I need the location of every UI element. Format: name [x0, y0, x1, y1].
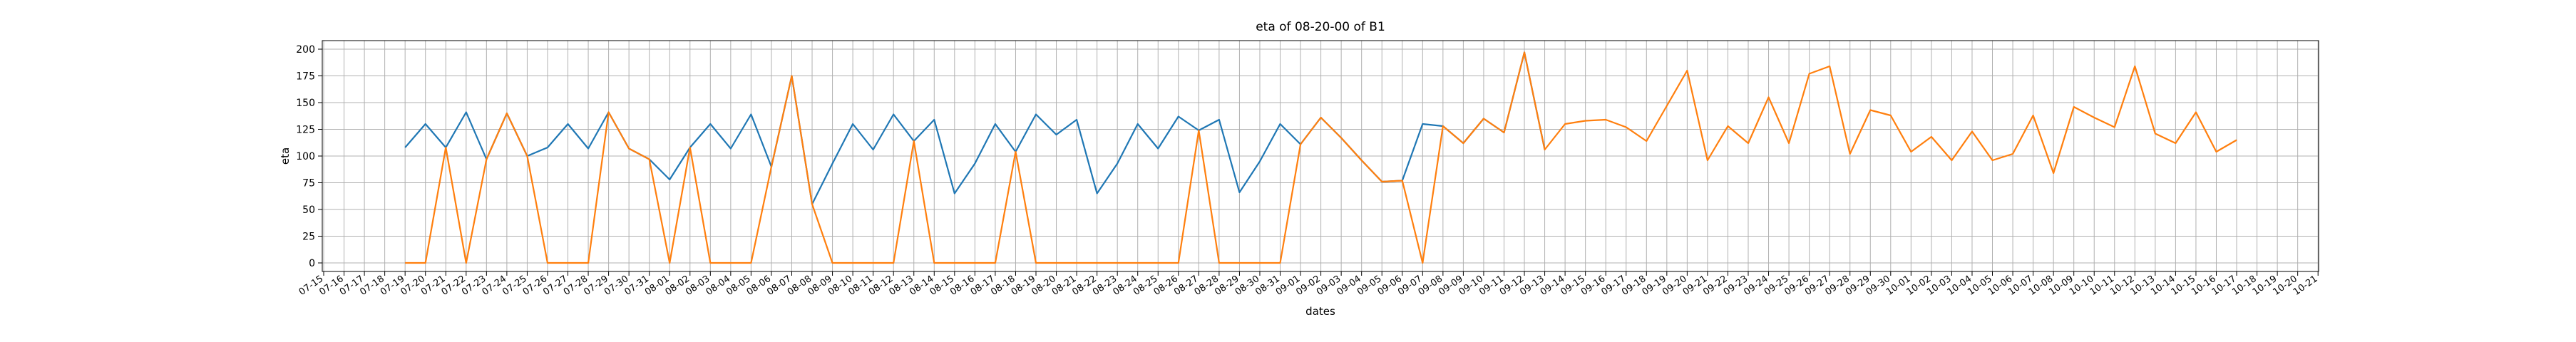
y-tick-label: 175: [296, 71, 315, 83]
y-tick-label: 100: [296, 151, 315, 162]
y-tick-label: 150: [296, 98, 315, 109]
y-tick-label: 75: [302, 178, 315, 190]
x-axis-label: dates: [1305, 305, 1335, 318]
grid-layer: [322, 41, 2319, 271]
y-tick-label: 200: [296, 44, 315, 56]
y-axis: 0 25 50 75 100 125 150 175 200: [296, 44, 322, 269]
series-layer: [404, 51, 2237, 264]
y-tick-label: 0: [309, 258, 315, 269]
y-tick-label: 25: [302, 232, 315, 243]
y-tick-label: 50: [302, 204, 315, 216]
y-tick-label: 125: [296, 125, 315, 136]
y-axis-label: eta: [279, 147, 292, 165]
series-line-2: [405, 51, 2237, 264]
chart-title: eta of 08-20-00 of B1: [1256, 20, 1385, 34]
